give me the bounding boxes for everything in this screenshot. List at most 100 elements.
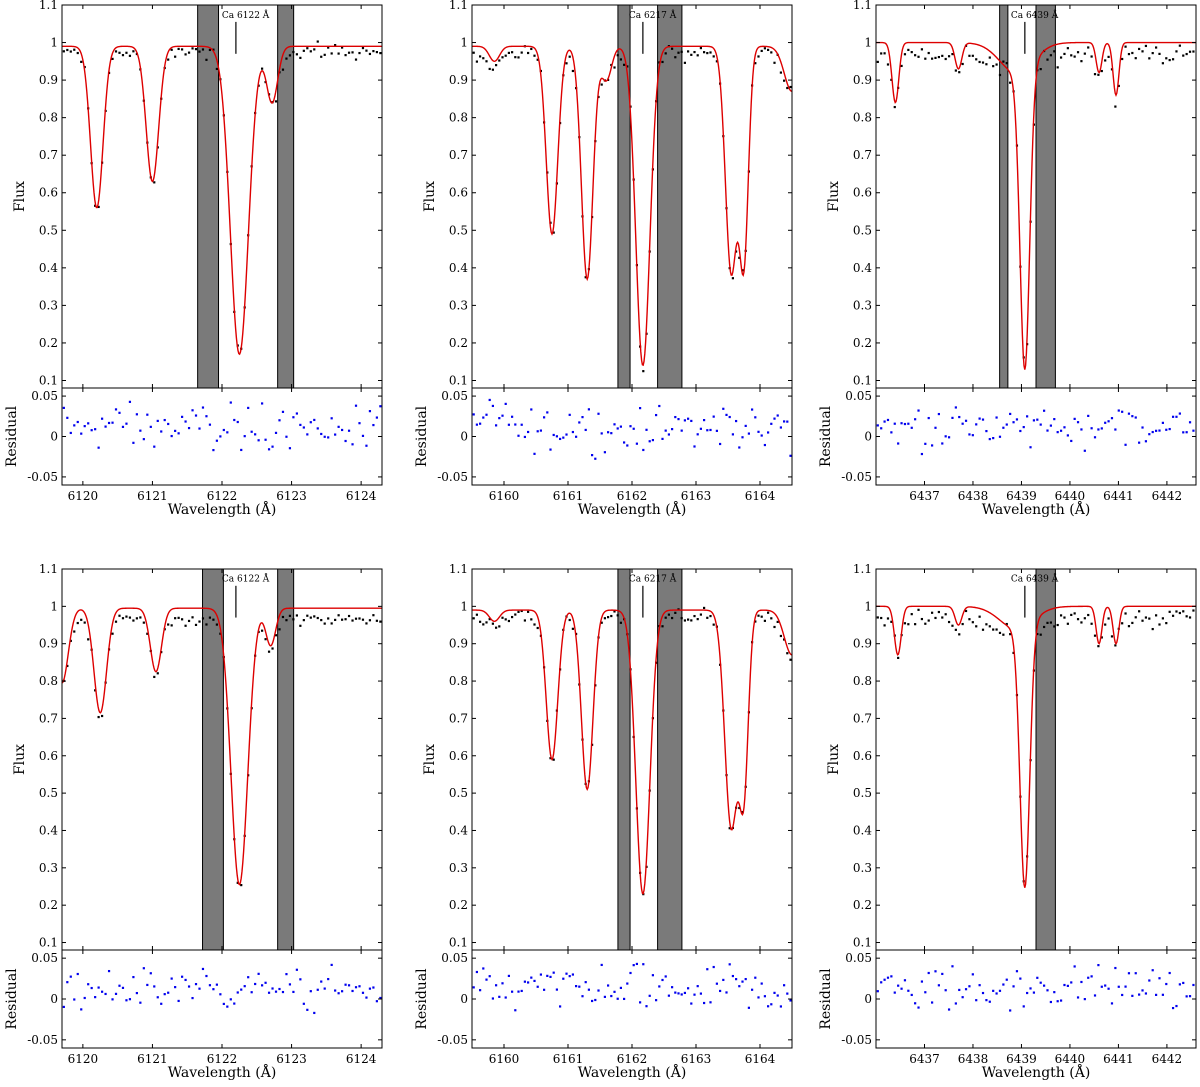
residual-point: [712, 965, 715, 969]
observed-point: [1165, 622, 1168, 625]
observed-point: [517, 56, 520, 59]
observed-point: [285, 57, 288, 60]
residual-point: [1070, 439, 1073, 443]
residual-point: [552, 433, 555, 437]
residual-point: [951, 416, 954, 420]
residual-point: [187, 985, 191, 988]
residual-point: [626, 444, 629, 447]
residual-point: [655, 413, 658, 417]
observed-point: [1188, 50, 1192, 53]
y-tick-label: 1.1: [449, 562, 468, 576]
x-tick-label: 6442: [1152, 1052, 1183, 1066]
observed-point: [507, 619, 510, 623]
flux-axis-label: Flux: [12, 744, 28, 775]
residual-point: [181, 975, 184, 978]
observed-point: [365, 622, 368, 625]
observed-point: [97, 715, 100, 719]
residual-point: [118, 411, 121, 414]
residual-point: [361, 991, 365, 994]
observed-point: [361, 46, 365, 50]
residual-point: [635, 962, 638, 966]
residual-tick-label: -0.05: [841, 1033, 872, 1047]
residual-point: [501, 982, 504, 985]
observed-point: [568, 55, 571, 58]
observed-point: [683, 61, 686, 64]
y-tick-label: 0.3: [853, 298, 872, 312]
residual-point: [719, 989, 722, 993]
residual-tick-label: -0.05: [841, 470, 872, 484]
x-tick-label: 6441: [1103, 489, 1134, 503]
observed-point: [763, 619, 766, 622]
wavelength-axis-label: Wavelength (Å): [578, 1063, 687, 1081]
residual-point: [491, 997, 494, 1000]
observed-point: [1168, 58, 1171, 62]
residual-point: [539, 429, 542, 432]
observed-point: [961, 622, 964, 626]
residual-point: [1087, 976, 1090, 979]
mask-region: [657, 4, 683, 389]
residual-point: [731, 974, 734, 978]
y-tick-label: 0.7: [449, 711, 468, 725]
y-tick-label: 0.2: [853, 336, 872, 350]
residual-point: [728, 415, 731, 419]
residual-point: [903, 979, 907, 982]
y-tick-label: 0.1: [39, 373, 58, 387]
residual-point: [629, 971, 632, 975]
residual-point: [184, 420, 187, 423]
residual-axes-frame: [61, 387, 383, 486]
residual-point: [944, 989, 947, 992]
y-tick-label: 0.1: [853, 373, 872, 387]
observed-point: [334, 618, 337, 622]
observed-point: [1117, 84, 1120, 88]
residual-points: [876, 406, 1195, 456]
residual-point: [613, 990, 616, 993]
observed-point: [1165, 57, 1168, 60]
residual-point: [773, 991, 776, 994]
observed-point: [623, 63, 626, 66]
observed-point: [1124, 612, 1127, 615]
observed-point: [527, 51, 530, 55]
residual-points: [62, 400, 382, 452]
y-tick-label: 0.8: [39, 674, 58, 688]
residual-point: [1165, 428, 1168, 431]
residual-point: [747, 432, 750, 435]
observed-point: [910, 613, 913, 616]
observed-point: [181, 618, 184, 621]
observed-point: [1192, 50, 1195, 53]
residual-point: [744, 977, 747, 981]
x-tick-label: 6441: [1103, 1052, 1134, 1066]
y-tick-label: 0.5: [449, 223, 468, 237]
observed-point: [215, 623, 218, 626]
residual-point: [783, 984, 786, 987]
residual-point: [344, 439, 347, 443]
observed-point: [504, 618, 507, 621]
residual-point: [568, 413, 571, 416]
residual-point: [1168, 427, 1171, 431]
observed-point: [1087, 613, 1090, 617]
observed-point: [773, 625, 776, 629]
residual-point: [212, 448, 215, 452]
observed-point: [998, 631, 1002, 635]
residual-point: [523, 435, 526, 439]
residual-point: [635, 442, 638, 445]
residual-point: [1039, 423, 1042, 426]
y-tick-label: 0.4: [853, 261, 872, 275]
y-tick-label: 1: [460, 599, 468, 613]
residual-point: [616, 427, 619, 430]
residual-axes-frame: [471, 949, 793, 1049]
residual-point: [156, 996, 159, 999]
observed-point: [495, 626, 498, 629]
observed-point: [1175, 50, 1178, 53]
observed-point: [76, 621, 79, 625]
residual-point: [1104, 984, 1107, 987]
observed-point: [479, 55, 482, 58]
residual-point: [1049, 424, 1052, 427]
residual-point: [776, 994, 779, 997]
residual-point: [354, 986, 358, 989]
observed-point: [941, 616, 944, 619]
observed-point: [118, 614, 121, 617]
observed-point: [981, 628, 985, 631]
residual-point: [661, 437, 664, 440]
residual-point: [1117, 409, 1120, 412]
observed-point: [1107, 55, 1110, 58]
